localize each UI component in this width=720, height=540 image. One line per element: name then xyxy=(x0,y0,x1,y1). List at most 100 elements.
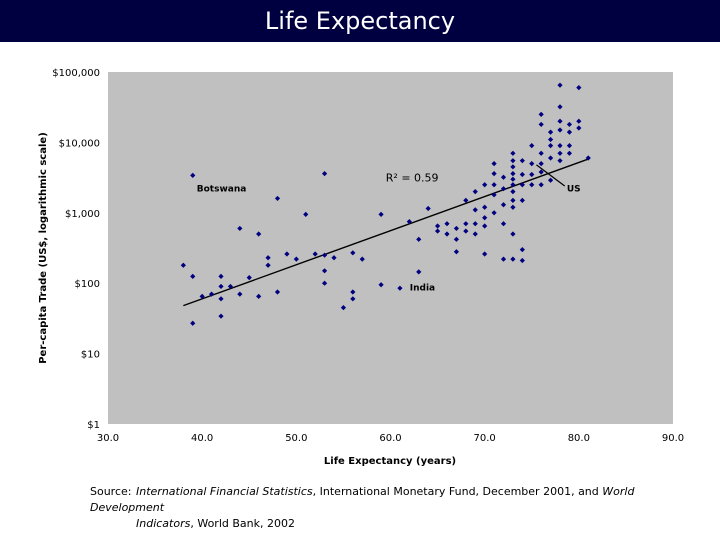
data-point xyxy=(519,247,525,253)
data-point xyxy=(547,129,554,135)
x-tick-label: 80.0 xyxy=(568,433,590,444)
data-point xyxy=(482,215,488,221)
data-point xyxy=(321,280,328,286)
data-point xyxy=(510,164,516,170)
data-point xyxy=(500,221,507,227)
data-point xyxy=(331,255,337,261)
data-point xyxy=(557,118,563,124)
data-point xyxy=(463,228,469,234)
data-point xyxy=(529,182,535,188)
y-tick-label: $1 xyxy=(87,420,100,431)
data-point xyxy=(529,171,535,178)
data-point xyxy=(453,249,460,255)
x-tick-label: 30.0 xyxy=(97,433,119,444)
data-point xyxy=(557,143,563,149)
data-point xyxy=(472,207,478,213)
data-point xyxy=(557,158,563,164)
x-axis-label: Life Expectancy (years) xyxy=(324,456,456,467)
data-point xyxy=(237,225,243,232)
data-point xyxy=(274,195,281,202)
data-point xyxy=(585,155,591,161)
data-point xyxy=(321,171,328,177)
data-point xyxy=(482,223,488,229)
data-point xyxy=(472,231,478,237)
data-point xyxy=(453,236,460,242)
data-point xyxy=(529,160,535,167)
slide-title-bar: Life Expectancy xyxy=(0,0,720,42)
y-tick-label: $10 xyxy=(81,350,100,361)
data-point xyxy=(434,223,441,229)
r-squared-label: R² = 0.59 xyxy=(386,171,439,184)
data-point xyxy=(350,250,356,256)
data-point xyxy=(500,186,507,192)
data-point xyxy=(406,218,412,225)
data-point xyxy=(180,262,186,268)
data-point xyxy=(284,251,290,257)
data-point xyxy=(529,143,535,149)
data-point xyxy=(538,111,544,117)
y-tick-label: $100 xyxy=(75,279,100,290)
data-point xyxy=(256,231,262,237)
data-point xyxy=(416,269,422,275)
data-point xyxy=(482,182,488,188)
data-point xyxy=(538,121,544,128)
data-point xyxy=(321,252,328,258)
source-imf: , International Monetary Fund, December … xyxy=(312,485,603,498)
data-point xyxy=(547,177,554,183)
data-point xyxy=(359,256,365,262)
data-point xyxy=(538,182,544,188)
data-point xyxy=(500,174,507,180)
data-point xyxy=(519,197,525,204)
data-point xyxy=(218,296,224,302)
data-point xyxy=(491,160,497,167)
data-point xyxy=(350,296,356,302)
data-point xyxy=(453,225,460,232)
data-point xyxy=(218,313,224,319)
data-point xyxy=(510,256,516,262)
data-point xyxy=(576,85,582,91)
data-point xyxy=(510,171,516,177)
data-point xyxy=(190,320,196,326)
slide-title: Life Expectancy xyxy=(264,7,456,35)
data-point xyxy=(547,143,554,149)
data-point xyxy=(256,293,262,299)
data-point xyxy=(519,158,525,164)
data-point xyxy=(425,205,431,212)
data-point xyxy=(208,291,215,297)
us-pointer-line xyxy=(536,164,566,187)
data-point xyxy=(566,129,573,135)
x-tick-label: 90.0 xyxy=(662,433,684,444)
data-point xyxy=(463,221,469,227)
annotation-botswana: Botswana xyxy=(197,184,247,194)
source-indicators: Indicators xyxy=(136,517,191,530)
data-point xyxy=(491,171,497,177)
data-point xyxy=(416,236,422,242)
data-point xyxy=(491,182,497,188)
data-point xyxy=(491,192,497,198)
data-point xyxy=(237,291,243,297)
data-point xyxy=(510,204,516,210)
y-axis-label: Per-capita Trade (US$, logarithmic scale… xyxy=(38,132,49,364)
data-point xyxy=(190,172,196,178)
source-label: Source: xyxy=(90,485,132,498)
data-point xyxy=(500,202,507,208)
data-point xyxy=(576,125,582,131)
source-ifs: International Financial Statistics xyxy=(136,485,313,498)
data-point xyxy=(434,228,441,234)
data-point xyxy=(312,251,318,257)
data-point xyxy=(519,257,525,264)
data-point xyxy=(510,197,516,204)
plot-area xyxy=(108,72,673,424)
data-point xyxy=(378,211,384,217)
data-point xyxy=(510,158,516,164)
x-tick-label: 70.0 xyxy=(474,433,496,444)
source-wdi: World Development xyxy=(90,485,635,514)
x-tick-label: 60.0 xyxy=(379,433,401,444)
trendline xyxy=(183,158,589,307)
x-tick-label: 40.0 xyxy=(191,433,213,444)
data-point xyxy=(491,210,497,216)
data-point xyxy=(293,256,299,262)
data-point xyxy=(227,283,234,290)
scatter-chart: $1 $10 $100 $1,000 $10,000 $100,000 30.0 40.0 5… xyxy=(38,68,684,467)
data-point xyxy=(557,104,563,110)
